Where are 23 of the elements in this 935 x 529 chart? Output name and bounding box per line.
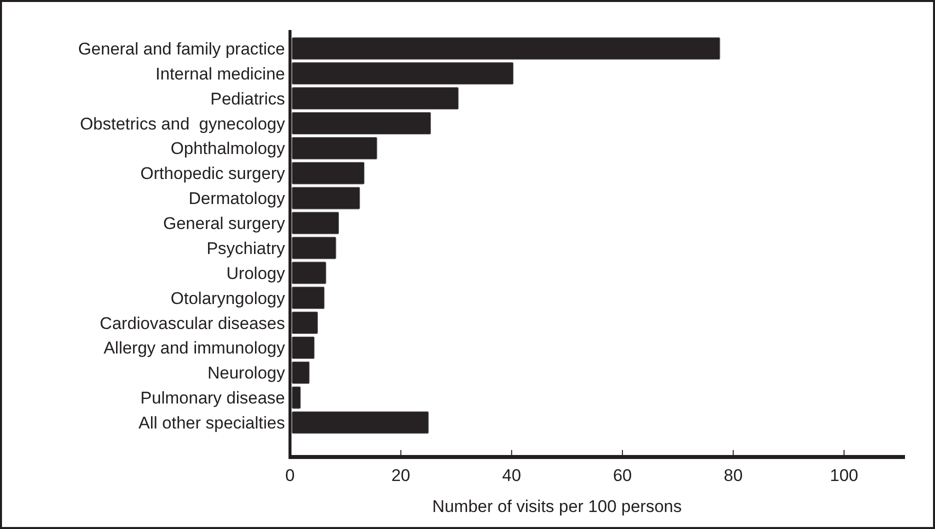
y-tick-label: Cardiovascular diseases xyxy=(100,314,285,333)
y-tick-label: Ophthalmology xyxy=(170,139,286,158)
x-tick-label: 80 xyxy=(724,466,743,485)
y-tick-label: Otolaryngology xyxy=(170,288,286,308)
x-axis-title: Number of visits per 100 persons xyxy=(432,497,682,516)
y-tick-label: Internal medicine xyxy=(156,64,285,84)
y-tick-label: Dermatology xyxy=(188,189,286,208)
y-tick-label: Allergy and immunology xyxy=(104,338,286,358)
x-tick-label: 0 xyxy=(285,466,295,485)
y-tick-label: Orthopedic surgery xyxy=(140,164,286,184)
y-tick-label: General surgery xyxy=(163,214,286,234)
y-tick-label: Pediatrics xyxy=(210,89,285,108)
y-tick-label: Pulmonary disease xyxy=(140,388,285,408)
y-tick-label: Urology xyxy=(226,264,286,283)
x-tick-label: 40 xyxy=(502,466,522,485)
x-tick-label: 60 xyxy=(612,466,632,485)
y-tick-label: Obstetrics and gynecology xyxy=(80,114,286,134)
y-tick-label: General and family practice xyxy=(78,39,285,58)
y-tick-label: Psychiatry xyxy=(206,238,286,258)
y-tick-label: Neurology xyxy=(208,364,286,383)
x-tick-label: 20 xyxy=(391,466,410,485)
y-tick-label: All other specialties xyxy=(138,414,285,433)
x-tick-label: 100 xyxy=(830,466,858,485)
